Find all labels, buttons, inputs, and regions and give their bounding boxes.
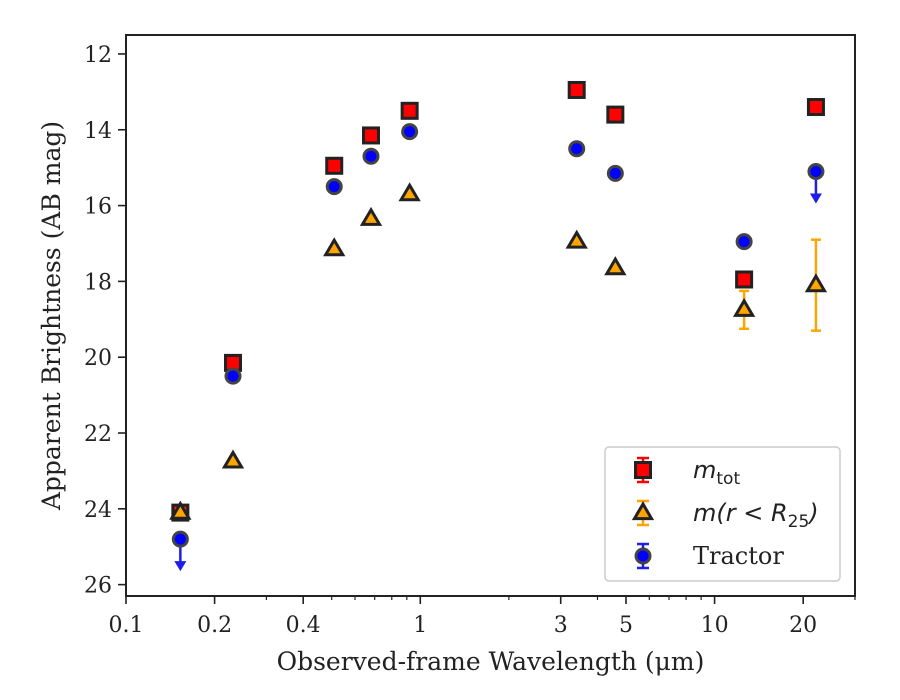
data-point: [169, 500, 192, 520]
legend: mtot m(r < R25) Tractor: [604, 446, 841, 582]
x-tick-label: 20: [789, 613, 817, 638]
data-point: [606, 164, 624, 182]
data-point: [735, 270, 754, 289]
data-point: [171, 530, 189, 572]
x-tick-label: 10: [701, 613, 729, 638]
x-tick-label: 3: [554, 613, 568, 638]
data-point: [398, 182, 421, 202]
legend-entry: mtot: [634, 456, 740, 489]
x-tick-label: 0.2: [197, 613, 232, 638]
data-point: [362, 147, 380, 165]
plot-frame: [125, 34, 856, 597]
data-point: [325, 178, 343, 196]
series-square: [171, 80, 825, 522]
legend-entry: m(r < R25): [631, 499, 819, 532]
y-tick-label: 22: [84, 422, 112, 447]
data-point: [806, 98, 825, 117]
data-point: [565, 229, 588, 249]
x-tick-label: 0.1: [109, 613, 144, 638]
data-point: [567, 80, 586, 99]
y-tick-label: 26: [84, 574, 112, 599]
data-point: [807, 162, 825, 204]
series-triangle: [169, 182, 828, 520]
y-tick-label: 20: [84, 346, 112, 371]
y-tick-label: 18: [84, 270, 112, 295]
legend-label: m(r < R25): [693, 499, 819, 532]
data-point: [323, 237, 346, 257]
series-circle: [171, 123, 825, 572]
data-point: [568, 140, 586, 158]
data-point: [221, 449, 245, 469]
data-point: [735, 233, 753, 251]
x-tick-label: 0.4: [286, 613, 321, 638]
y-tick-label: 14: [84, 119, 112, 144]
legend-entry: Tractor: [634, 542, 784, 570]
x-tick-label: 1: [413, 613, 427, 638]
y-tick-label: 24: [84, 498, 112, 523]
data-point: [359, 206, 383, 226]
data-point: [804, 238, 828, 332]
data-point: [325, 156, 344, 175]
data-point: [224, 367, 242, 385]
y-tick-label: 12: [84, 43, 112, 68]
data-point: [732, 289, 756, 331]
legend-box: [604, 446, 841, 582]
data-point: [401, 123, 419, 141]
x-axis: 0.1 0.2 0.4 1 3 5 10 20: [109, 596, 856, 638]
data-point: [606, 105, 625, 124]
data-point: [362, 126, 381, 145]
y-tick-label: 16: [84, 195, 112, 220]
data-point: [400, 101, 419, 120]
x-tick-label: 5: [619, 613, 633, 638]
y-axis: 12 14 16 18 20 22 24 26: [84, 43, 126, 599]
y-axis-label: Apparent Brightness (AB mag): [37, 121, 66, 511]
data-point: [604, 256, 627, 276]
x-axis-label: Observed-frame Wavelength (μm): [277, 647, 705, 676]
legend-label: Tractor: [693, 542, 784, 570]
legend-label: mtot: [693, 456, 740, 489]
plot-marks: [169, 80, 828, 572]
